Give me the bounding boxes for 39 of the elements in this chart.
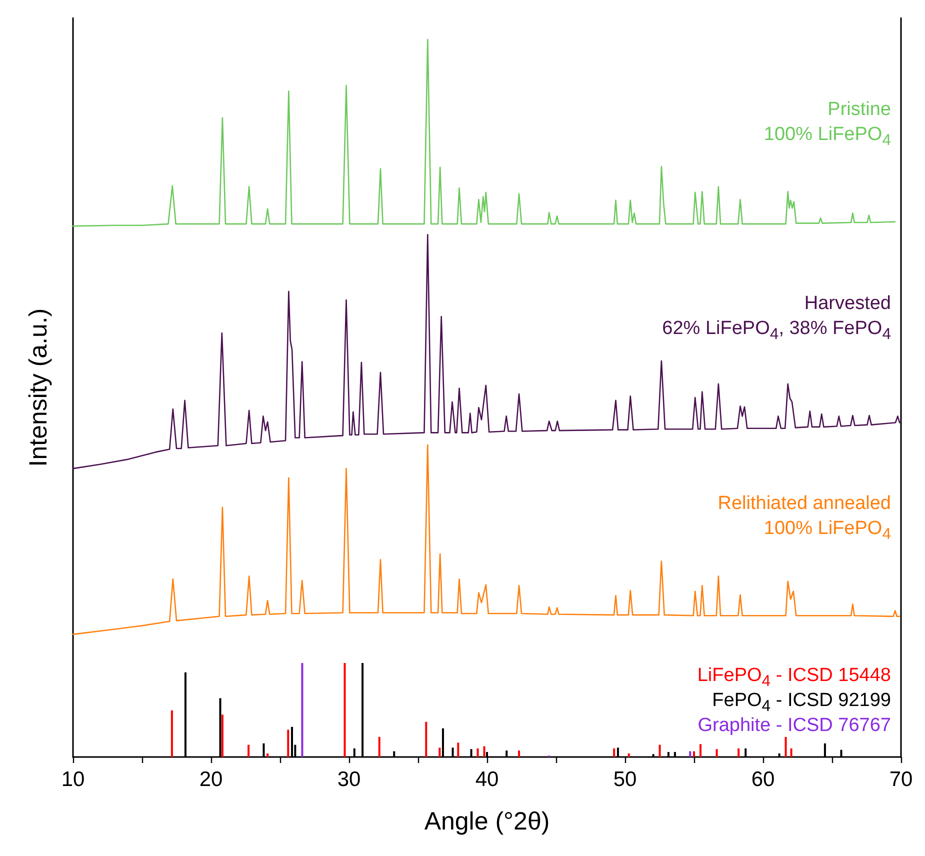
bar	[518, 750, 520, 757]
x-tick-label: 30	[337, 768, 361, 791]
series-label: Relithiated annealed 100% LiFePO$_{4}$	[718, 492, 891, 546]
x-tick-label: 60	[751, 768, 775, 791]
bar	[344, 663, 346, 757]
bar	[784, 736, 787, 757]
bar	[457, 742, 460, 757]
bar	[425, 722, 428, 757]
x-tick-label: 50	[613, 768, 637, 791]
y-axis-title: Intensity (a.u.)	[24, 308, 52, 467]
text: Pristine 100% LiFePO$_{4}$	[764, 98, 891, 151]
bar	[699, 744, 702, 757]
x-axis-title: Angle (°2θ)	[424, 808, 550, 836]
bar	[248, 744, 250, 757]
bar	[476, 748, 479, 757]
bar	[790, 748, 792, 757]
x-tick-label: 70	[889, 768, 913, 791]
x-tick-label: 20	[199, 768, 223, 791]
bar	[628, 753, 630, 757]
text: Harvested 62% LiFePO$_{4}$, 38% FePO$_{4}$	[662, 293, 891, 343]
bar	[613, 748, 616, 757]
bar	[716, 749, 718, 757]
bar	[689, 751, 692, 757]
bar	[221, 714, 224, 757]
x-tick-label: 10	[61, 768, 85, 791]
text: FePO$_{4}$ - ICSD 92199	[712, 690, 891, 715]
text: LiFePO$_{4}$ - ICSD 15448	[697, 665, 891, 690]
bar	[378, 736, 380, 757]
bar	[738, 748, 740, 757]
bar	[170, 710, 173, 757]
bar	[266, 753, 269, 757]
bar	[287, 730, 290, 757]
bar	[483, 746, 486, 757]
bar	[693, 751, 695, 757]
series-label: Graphite - ICSD 76767	[698, 714, 891, 738]
bar	[301, 663, 304, 757]
bar	[438, 748, 441, 757]
bar	[658, 744, 661, 757]
x-tick-label: 40	[475, 768, 499, 791]
